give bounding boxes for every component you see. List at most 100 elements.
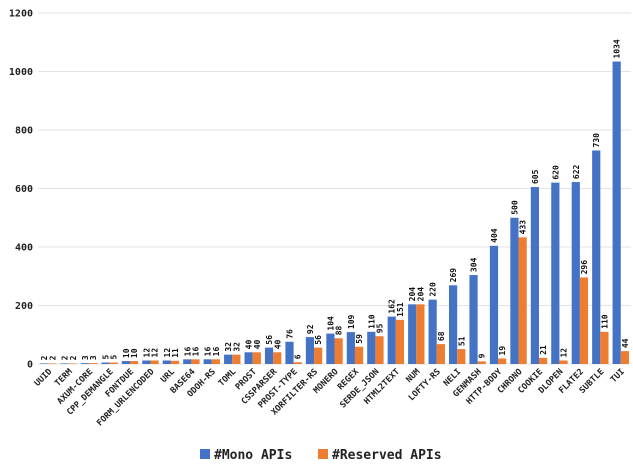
bar-reserved <box>539 358 547 364</box>
data-label: 21 <box>539 345 548 355</box>
bar-mono <box>122 361 130 364</box>
data-label: 19 <box>498 346 507 356</box>
data-label: 500 <box>510 200 519 215</box>
bar-mono <box>326 334 334 364</box>
bar-reserved <box>559 360 567 364</box>
bar-mono <box>551 183 559 364</box>
y-tick-label: 1200 <box>9 9 33 20</box>
bar-mono <box>449 285 457 364</box>
bar-mono <box>510 218 518 364</box>
data-label: 3 <box>89 355 98 360</box>
bar-mono <box>265 348 273 364</box>
bar-mono <box>531 187 539 364</box>
bar-reserved <box>150 360 158 364</box>
y-tick-label: 400 <box>15 243 33 254</box>
bar-mono <box>388 317 396 364</box>
bar-reserved <box>314 348 322 364</box>
bar-mono <box>245 352 253 364</box>
x-axis-categories: UUIDTERMAXUM-CORECPP_DEMANGLEFONTDUEFORM… <box>33 366 627 428</box>
bar-reserved <box>580 277 588 364</box>
bar-mono <box>613 62 621 364</box>
bar-mono <box>101 363 109 364</box>
legend-label: #Reserved APIs <box>332 448 442 463</box>
bar-reserved <box>212 359 220 364</box>
bar-mono <box>60 363 68 364</box>
bar-reserved <box>294 362 302 364</box>
bar-mono <box>204 359 212 364</box>
data-label: 10 <box>130 348 139 358</box>
bar-reserved <box>396 320 404 364</box>
data-label: 220 <box>429 282 438 297</box>
bar-reserved <box>171 361 179 364</box>
data-label: 40 <box>253 339 262 349</box>
data-label: 76 <box>286 329 295 339</box>
data-label: 12 <box>560 348 569 358</box>
data-label: 605 <box>531 169 540 184</box>
bar-mono <box>347 332 355 364</box>
bar-reserved <box>130 361 138 364</box>
bar-mono <box>285 342 293 364</box>
bar-mono <box>408 304 416 364</box>
legend: #Mono APIs #Reserved APIs <box>200 448 442 463</box>
data-label: 32 <box>232 342 241 352</box>
bar-mono <box>40 363 48 364</box>
x-tick-label: TUI <box>609 367 627 385</box>
bar-reserved <box>191 359 199 364</box>
bar-mono <box>163 360 171 364</box>
data-labels: 2 2 2 2 3 3 5 5 10 10 12 12 12 11 16 16 16 16 32 32 40 40 56 40… <box>40 39 630 360</box>
data-label: 151 <box>396 302 405 317</box>
data-label: 16 <box>212 347 221 357</box>
bar-mono <box>306 337 314 364</box>
data-label: 296 <box>580 260 589 275</box>
bar-mono <box>142 360 150 364</box>
data-label: 92 <box>306 324 315 334</box>
data-label: 2 <box>48 355 57 360</box>
data-label: 2 <box>69 355 78 360</box>
data-label: 620 <box>551 165 560 180</box>
data-label: 433 <box>519 220 528 235</box>
data-label: 59 <box>355 334 364 344</box>
bar-reserved <box>621 351 629 364</box>
data-label: 40 <box>273 339 282 349</box>
y-tick-label: 600 <box>15 184 33 195</box>
bar-mono <box>469 275 477 364</box>
data-label: 204 <box>416 287 425 302</box>
data-label: 12 <box>151 348 160 358</box>
bar-reserved <box>498 358 506 364</box>
data-label: 109 <box>347 314 356 329</box>
bar-reserved <box>273 352 281 364</box>
bar-reserved <box>48 363 56 364</box>
bar-reserved <box>416 304 424 364</box>
data-label: 56 <box>314 335 323 345</box>
bar-mono <box>224 355 232 364</box>
data-label: 16 <box>191 347 200 357</box>
bar-reserved <box>253 352 261 364</box>
data-label: 9 <box>478 353 487 358</box>
gridlines <box>38 13 631 364</box>
data-label: 110 <box>600 314 609 329</box>
data-label: 51 <box>457 336 466 346</box>
data-label: 622 <box>572 164 581 179</box>
bar-reserved <box>355 347 363 364</box>
bar-mono <box>429 300 437 364</box>
bar-reserved <box>457 349 465 364</box>
bar-reserved <box>69 363 77 364</box>
data-label: 304 <box>470 257 479 272</box>
data-label: 6 <box>294 354 303 359</box>
bar-reserved <box>519 237 527 364</box>
data-label: 68 <box>437 331 446 341</box>
data-label: 5 <box>110 355 119 360</box>
bar-mono <box>367 332 375 364</box>
legend-swatch <box>200 449 210 459</box>
bar-reserved <box>478 361 486 364</box>
bar-reserved <box>232 355 240 364</box>
bar-reserved <box>89 363 97 364</box>
bar-reserved <box>437 344 445 364</box>
y-tick-label: 200 <box>15 301 33 312</box>
data-label: 88 <box>335 325 344 335</box>
x-tick-label: UUID <box>33 367 55 389</box>
y-tick-label: 0 <box>27 360 33 371</box>
bar-reserved <box>335 338 343 364</box>
legend-swatch <box>318 449 328 459</box>
